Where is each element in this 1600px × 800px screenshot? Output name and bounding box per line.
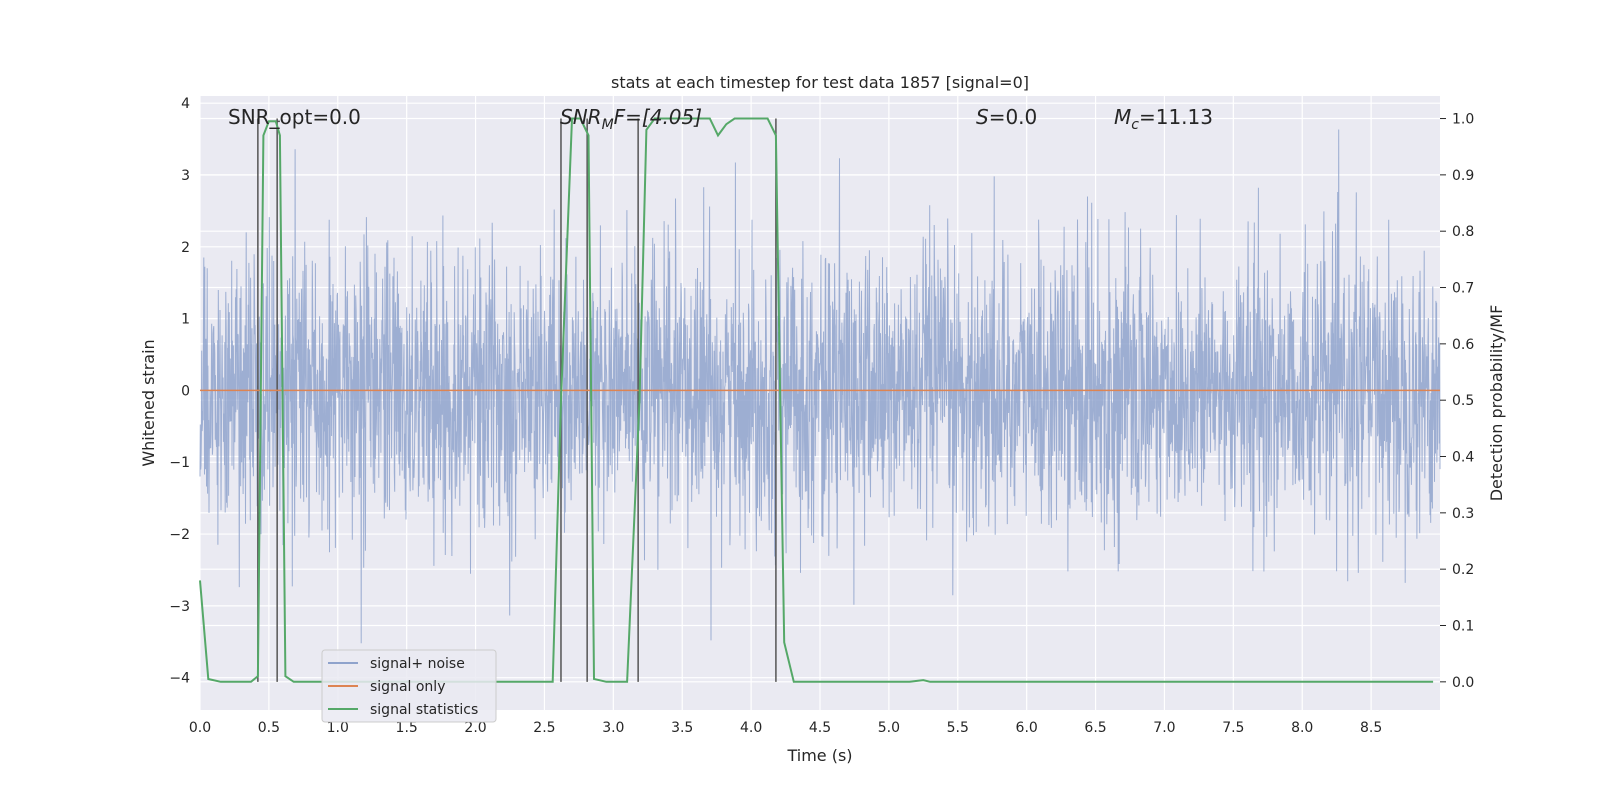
- annotation-s: S=0.0: [976, 105, 1037, 129]
- annotation-snr-opt: SNR_opt=0.0: [228, 105, 361, 129]
- y-right-tick-label-0: 0.0: [1452, 675, 1474, 691]
- y-right-tick-label-10: 1.0: [1452, 112, 1474, 128]
- legend: signal+ noise signal only signal statist…: [321, 649, 497, 723]
- y-right-tick-label-9: 0.9: [1452, 168, 1474, 184]
- legend-label-signal-statistics: signal statistics: [370, 702, 478, 718]
- x-tick-label-2: 1.0: [327, 720, 349, 736]
- y-right-tick-label-7: 0.7: [1452, 281, 1474, 297]
- y-left-tick-labels: −4 −3 −2 −1 0 1 2 3 4: [169, 96, 190, 687]
- signal-statistics-line: [199, 117, 1434, 683]
- y-left-tick-label-0: −4: [169, 671, 190, 687]
- y-right-tick-label-1: 0.1: [1452, 619, 1474, 635]
- y-left-axis-label: Whitened strain: [139, 339, 158, 466]
- x-tick-label-11: 5.5: [947, 720, 969, 736]
- x-tick-label-4: 2.0: [464, 720, 486, 736]
- x-tick-label-6: 3.0: [602, 720, 624, 736]
- annotation-snr-mf: SNRMF=[4.05]: [560, 105, 702, 133]
- y-left-tick-label-5: 1: [181, 312, 190, 328]
- x-tick-label-7: 3.5: [671, 720, 693, 736]
- signal-noise-series: [199, 129, 1441, 644]
- signal-statistics-series: [199, 117, 1434, 683]
- x-tick-label-3: 1.5: [396, 720, 418, 736]
- y-right-tick-label-4: 0.4: [1452, 450, 1474, 466]
- y-left-tick-label-8: 4: [181, 96, 190, 112]
- y-left-tick-label-7: 3: [181, 168, 190, 184]
- y-right-tick-label-2: 0.2: [1452, 562, 1474, 578]
- y-right-axis-label: Detection probability/MF: [1487, 305, 1506, 502]
- x-tick-label-0: 0.0: [189, 720, 211, 736]
- x-tick-label-1: 0.5: [258, 720, 280, 736]
- y-right-tick-labels: 0.0 0.1 0.2 0.3 0.4 0.5 0.6 0.7 0.8 0.9 1.0: [1440, 112, 1474, 691]
- x-tick-label-15: 7.5: [1222, 720, 1244, 736]
- x-tick-label-10: 5.0: [878, 720, 900, 736]
- y-right-tick-label-8: 0.8: [1452, 224, 1474, 240]
- x-tick-label-17: 8.5: [1360, 720, 1382, 736]
- y-left-tick-label-6: 2: [181, 240, 190, 256]
- x-tick-labels: 0.0 0.5 1.0 1.5 2.0 2.5 3.0 3.5 4.0 4.5 5.0 5.5 6.0 6…: [189, 720, 1382, 736]
- x-tick-label-12: 6.0: [1016, 720, 1038, 736]
- y-right-tick-label-3: 0.3: [1452, 506, 1474, 522]
- chart-title: stats at each timestep for test data 185…: [611, 73, 1029, 92]
- x-tick-label-16: 8.0: [1291, 720, 1313, 736]
- x-tick-label-9: 4.5: [809, 720, 831, 736]
- y-left-tick-label-2: −2: [169, 527, 190, 543]
- legend-box: [321, 649, 497, 723]
- annotation-mc: Mc=11.13: [1114, 105, 1213, 133]
- x-axis-label: Time (s): [786, 746, 852, 765]
- legend-label-signal-only: signal only: [370, 679, 445, 695]
- x-tick-label-8: 4.0: [740, 720, 762, 736]
- y-left-tick-label-1: −3: [169, 599, 190, 615]
- x-tick-label-5: 2.5: [533, 720, 555, 736]
- y-right-tick-label-5: 0.5: [1452, 393, 1474, 409]
- x-tick-label-13: 6.5: [1084, 720, 1106, 736]
- grid: [199, 96, 1440, 710]
- x-tick-label-14: 7.0: [1153, 720, 1175, 736]
- y-right-tick-label-6: 0.6: [1452, 337, 1474, 353]
- y-left-tick-label-4: 0: [181, 383, 190, 399]
- signal-noise-line: [199, 129, 1441, 644]
- y-left-tick-label-3: −1: [169, 455, 190, 471]
- legend-label-signal-noise: signal+ noise: [370, 656, 465, 672]
